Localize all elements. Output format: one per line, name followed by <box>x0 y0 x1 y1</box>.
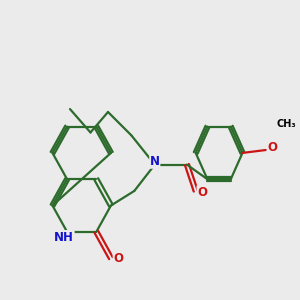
Text: NH: NH <box>54 231 74 244</box>
Text: O: O <box>113 252 123 265</box>
Text: CH₃: CH₃ <box>277 119 296 129</box>
Text: O: O <box>197 186 207 199</box>
Text: O: O <box>267 141 277 154</box>
Text: N: N <box>150 155 160 168</box>
